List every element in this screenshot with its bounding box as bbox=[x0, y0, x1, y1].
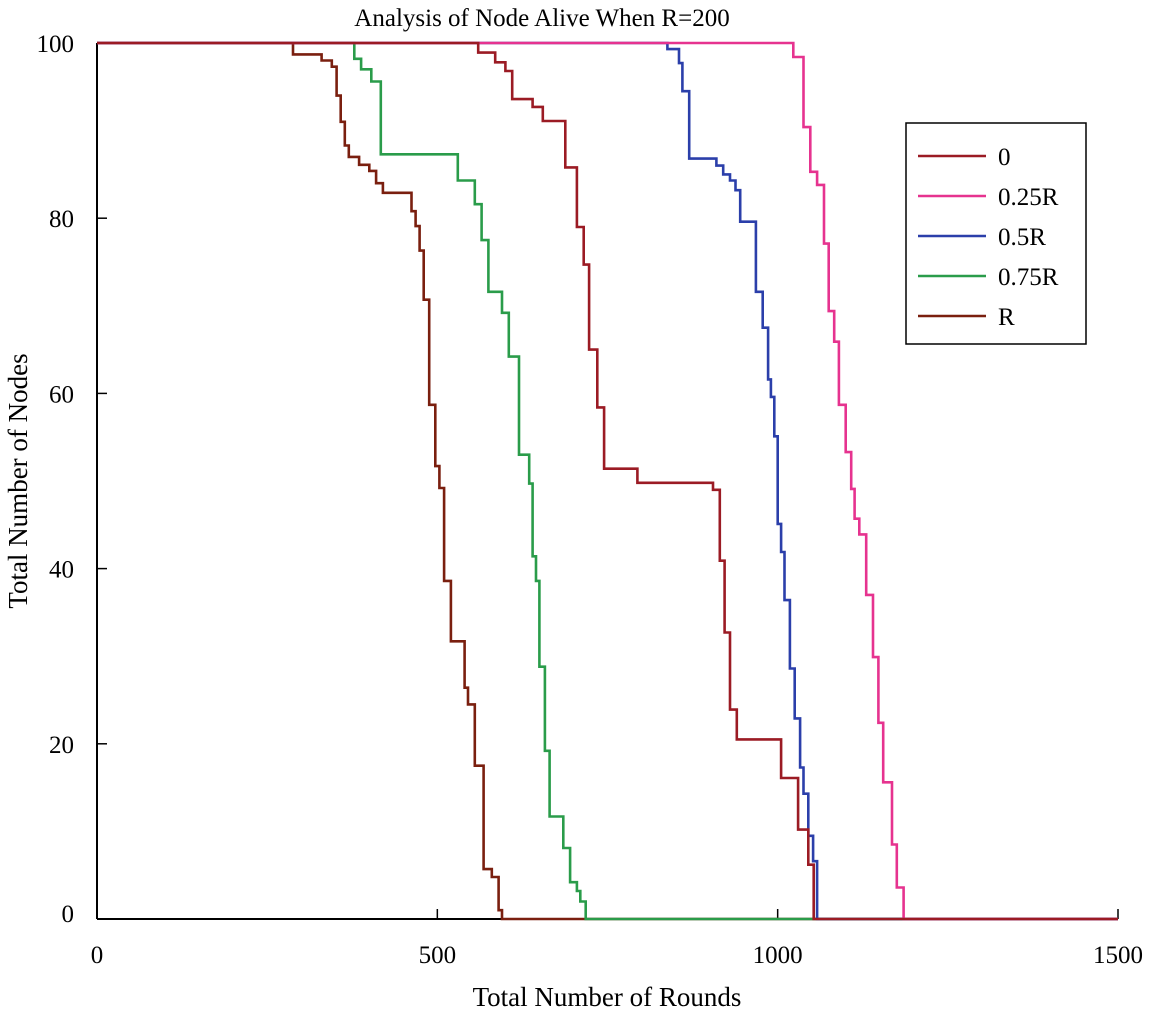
y-tick-label: 100 bbox=[37, 31, 75, 58]
x-tick-label: 1500 bbox=[1093, 942, 1143, 969]
series-line-0-25r bbox=[97, 41, 1118, 921]
series-line-0 bbox=[97, 41, 1118, 921]
legend-label: 0.5R bbox=[998, 224, 1046, 251]
y-tick-label: 40 bbox=[49, 557, 74, 584]
x-ticks: 0 500 1000 1500 bbox=[91, 909, 1143, 969]
legend-items: 0 0.25R 0.5R 0.75R R bbox=[918, 144, 1059, 331]
series-line-r bbox=[97, 41, 1118, 921]
legend: 0 0.25R 0.5R 0.75R R bbox=[905, 122, 1087, 345]
y-tick-label: 80 bbox=[49, 206, 74, 233]
x-tick-label: 1000 bbox=[753, 942, 803, 969]
series-line-0-75r bbox=[97, 41, 1118, 921]
plot-area: 0 500 1000 1500 0 20 40 60 80 100 bbox=[37, 31, 1144, 969]
chart-title: Analysis of Node Alive When R=200 bbox=[354, 5, 729, 32]
y-axis-label: Total Number of Nodes bbox=[3, 353, 33, 608]
x-tick-label: 0 bbox=[91, 942, 104, 969]
legend-box bbox=[905, 122, 1087, 345]
series-lines bbox=[97, 41, 1118, 921]
series-line-0-5r bbox=[97, 41, 1118, 921]
y-tick-label: 0 bbox=[62, 901, 75, 928]
x-axis-label: Total Number of Rounds bbox=[473, 982, 742, 1012]
legend-label: 0 bbox=[998, 144, 1011, 171]
y-tick-label: 20 bbox=[49, 732, 74, 759]
y-ticks: 0 20 40 60 80 100 bbox=[37, 31, 107, 928]
legend-label: 0.75R bbox=[998, 264, 1059, 291]
legend-label: R bbox=[998, 304, 1015, 331]
y-tick-label: 60 bbox=[49, 381, 74, 408]
x-tick-label: 500 bbox=[419, 942, 457, 969]
legend-label: 0.25R bbox=[998, 184, 1059, 211]
